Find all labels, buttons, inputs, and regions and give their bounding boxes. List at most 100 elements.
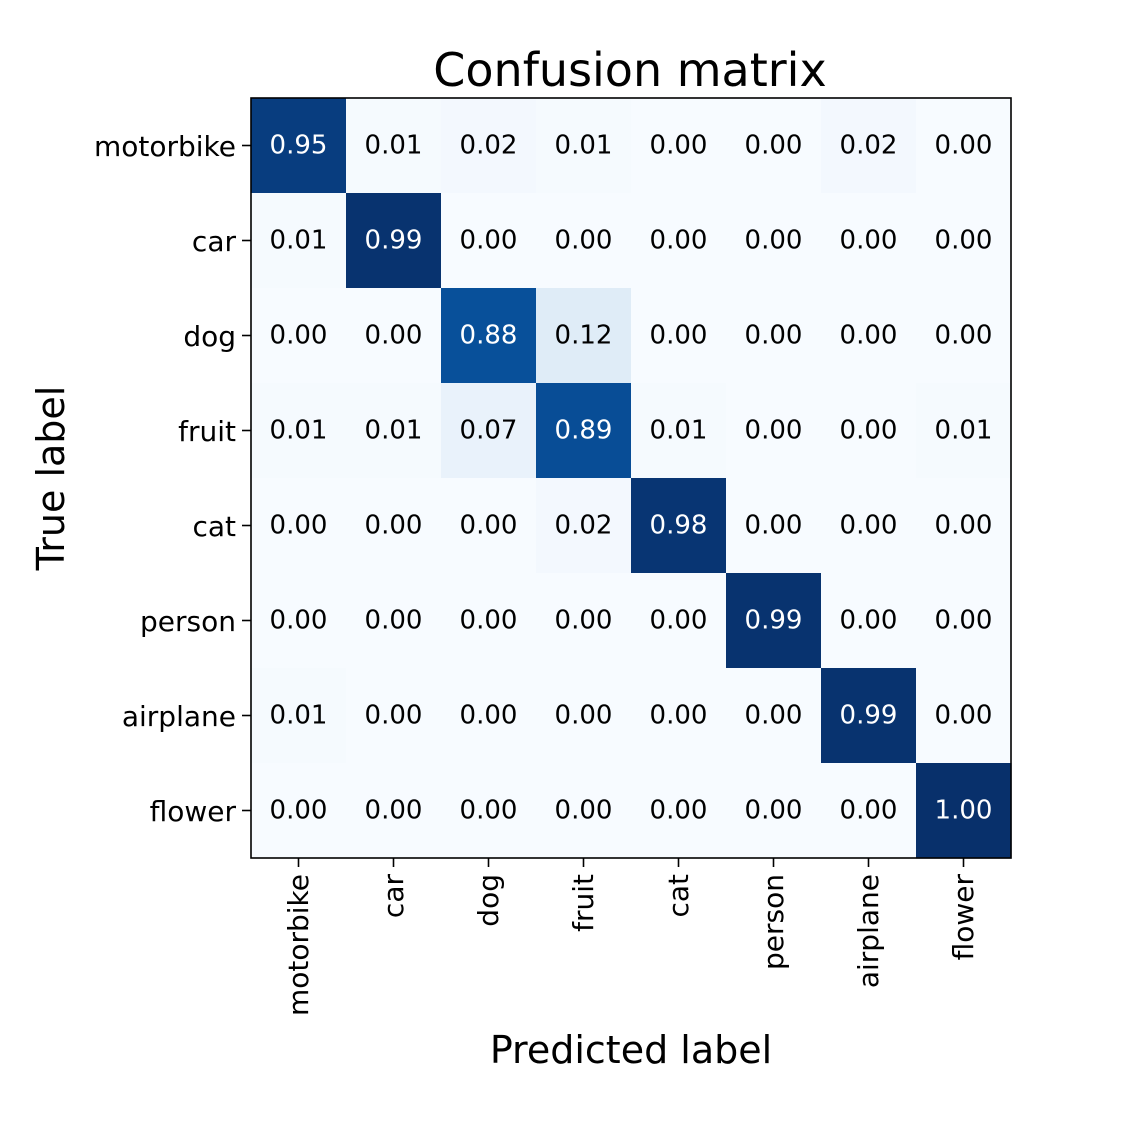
y-axis-ticks: motorbike car dog fruit cat person airplane flo… [94, 130, 251, 828]
heatmap-cell [346, 288, 442, 384]
heatmap-cell [916, 763, 1012, 859]
heatmap-cell [821, 573, 917, 669]
heatmap-cell-label: 0.00 [935, 701, 993, 731]
heatmap-cell [821, 383, 917, 479]
heatmap-cell-label: 0.88 [460, 321, 518, 351]
heatmap-cell-label: 0.00 [650, 226, 708, 256]
heatmap-cell [821, 478, 917, 574]
heatmap-cell [821, 98, 917, 194]
heatmap-cell-label: 0.99 [840, 701, 898, 731]
heatmap-cell [631, 383, 727, 479]
heatmap-cell-label: 0.00 [745, 226, 803, 256]
heatmap-cell-label: 0.00 [745, 796, 803, 826]
heatmap-cell [346, 193, 442, 289]
heatmap-cell-label: 0.00 [555, 606, 613, 636]
x-axis-title: Predicted label [490, 1028, 772, 1072]
heatmap-cell-label: 0.00 [460, 701, 518, 731]
heatmap-cell-label: 0.00 [460, 796, 518, 826]
heatmap-cell-label: 0.00 [745, 511, 803, 541]
heatmap-cell-label: 0.00 [650, 796, 708, 826]
heatmap-cell [251, 193, 347, 289]
heatmap-cell-label: 0.00 [650, 701, 708, 731]
heatmap-cell-label: 0.89 [555, 416, 613, 446]
heatmap-cell [916, 193, 1012, 289]
heatmap-cell [346, 478, 442, 574]
heatmap-cell-label: 0.07 [460, 416, 518, 446]
heatmap-cell-label: 0.02 [460, 131, 518, 161]
heatmap-cell [441, 98, 537, 194]
heatmap-cell [821, 763, 917, 859]
heatmap-cell-label: 0.00 [745, 416, 803, 446]
heatmap-cell-label: 1.00 [935, 796, 993, 826]
heatmap-cell [631, 193, 727, 289]
heatmap-cell [536, 573, 632, 669]
heatmap-cell-label: 0.01 [270, 416, 328, 446]
heatmap-cell [916, 98, 1012, 194]
heatmap-cell-label: 0.00 [365, 321, 423, 351]
heatmap-cell [821, 668, 917, 764]
y-tick-label: cat [192, 510, 236, 543]
heatmap-cell-label: 0.02 [555, 511, 613, 541]
heatmap-cell-label: 0.01 [650, 416, 708, 446]
x-tick-label: car [377, 874, 410, 919]
y-tick-label: flower [150, 795, 237, 828]
heatmap-cell-label: 0.01 [555, 131, 613, 161]
heatmap-cell-label: 0.00 [935, 226, 993, 256]
heatmap-cell [631, 573, 727, 669]
heatmap-cell-label: 0.00 [270, 606, 328, 636]
heatmap-cell [346, 573, 442, 669]
heatmap-cell-label: 0.98 [650, 511, 708, 541]
x-tick-label: airplane [852, 874, 885, 988]
heatmap-cell [536, 763, 632, 859]
heatmap-cell-label: 0.00 [840, 321, 898, 351]
heatmap-cell [726, 193, 822, 289]
heatmap-cell-label: 0.00 [460, 511, 518, 541]
heatmap-cell [251, 573, 347, 669]
heatmap-cell-label: 0.00 [555, 226, 613, 256]
heatmap-cell [441, 478, 537, 574]
heatmap-cell [441, 288, 537, 384]
heatmap-cell-label: 0.00 [365, 606, 423, 636]
heatmap-cell-label: 0.00 [935, 511, 993, 541]
y-axis-title: True label [29, 386, 73, 572]
heatmap-cell [631, 668, 727, 764]
heatmap-cell [631, 288, 727, 384]
x-tick-label: flower [947, 874, 980, 961]
heatmap-cell [251, 668, 347, 764]
heatmap-cell [251, 288, 347, 384]
y-tick-label: airplane [122, 700, 236, 733]
heatmap-cell [631, 478, 727, 574]
heatmap-cell-label: 0.01 [270, 226, 328, 256]
heatmap-cell [726, 668, 822, 764]
heatmap-cell [251, 383, 347, 479]
heatmap-cell [441, 193, 537, 289]
heatmap-cell-labels: 0.95 0.01 0.02 0.01 0.00 0.00 0.02 0.00 0.01 0.99… [270, 131, 993, 826]
heatmap-cell-label: 0.00 [650, 131, 708, 161]
heatmap-cell [536, 383, 632, 479]
heatmap-cell-label: 0.01 [365, 416, 423, 446]
heatmap-cell-label: 0.99 [745, 606, 803, 636]
plot-frame [250, 97, 1012, 859]
heatmap-cell-label: 0.00 [840, 796, 898, 826]
heatmap-cell-label: 0.00 [460, 606, 518, 636]
heatmap-cell [441, 668, 537, 764]
x-tick-label: dog [472, 874, 505, 927]
heatmap-cell-label: 0.00 [745, 701, 803, 731]
heatmap-cell-label: 0.01 [365, 131, 423, 161]
heatmap-cell-label: 0.00 [270, 321, 328, 351]
y-tick-label: motorbike [94, 130, 236, 163]
heatmap-cell-label: 0.00 [365, 701, 423, 731]
heatmap-cell [916, 383, 1012, 479]
y-tick-label: fruit [178, 415, 236, 448]
heatmap-cell-label: 0.01 [270, 701, 328, 731]
heatmap-cell-label: 0.00 [745, 321, 803, 351]
heatmap-cell [916, 288, 1012, 384]
heatmap-cell [536, 668, 632, 764]
heatmap-cell [726, 573, 822, 669]
heatmap-cell [346, 383, 442, 479]
heatmap-cell [441, 383, 537, 479]
heatmap-cell [346, 763, 442, 859]
heatmap-cell-label: 0.01 [935, 416, 993, 446]
